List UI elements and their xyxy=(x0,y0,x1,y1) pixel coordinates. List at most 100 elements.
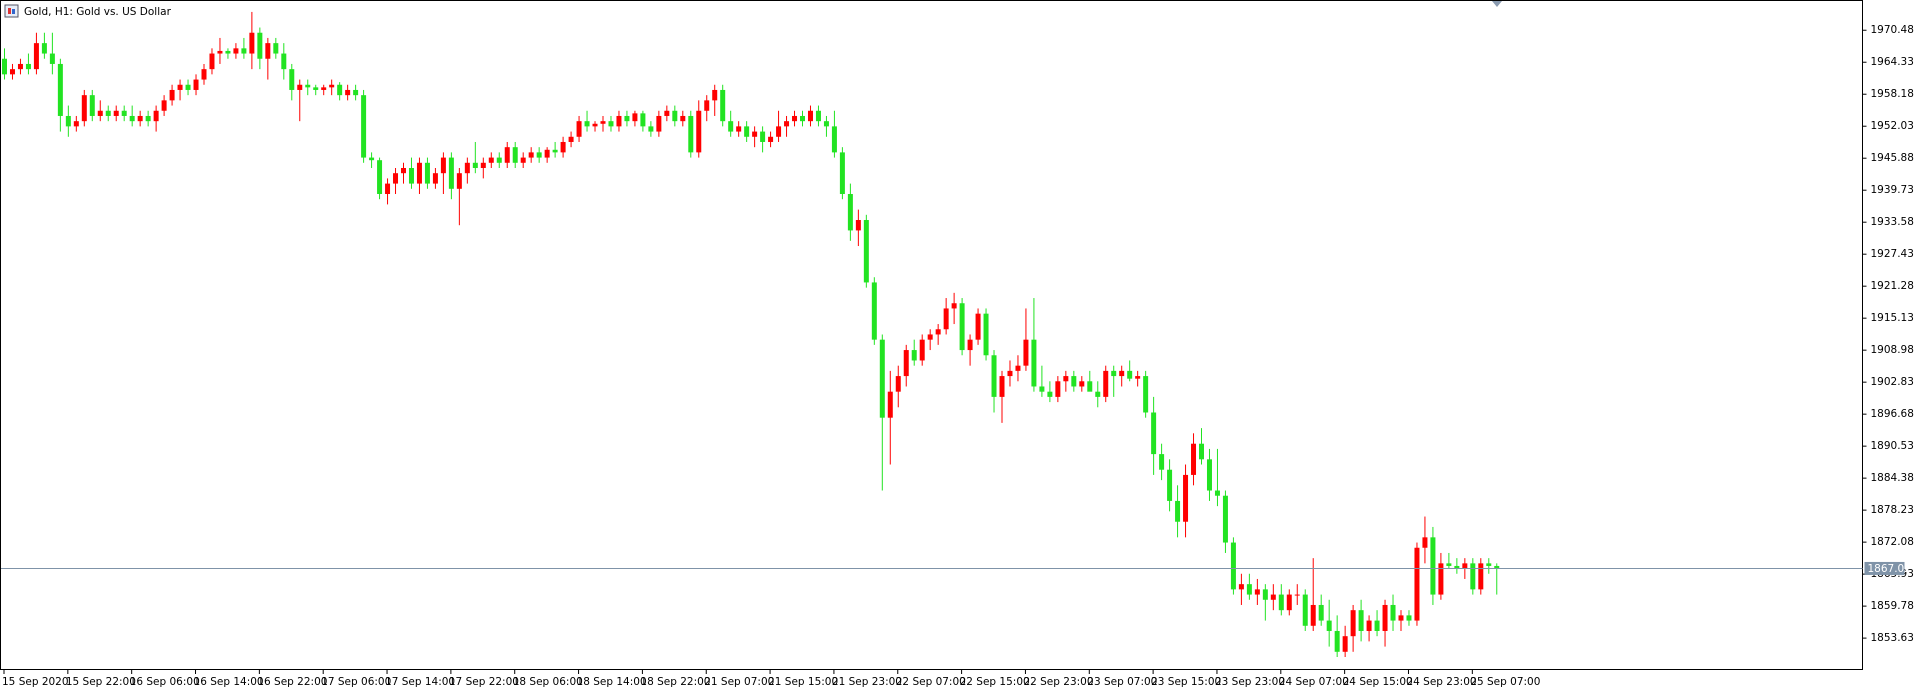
candle-body xyxy=(1031,339,1037,387)
candle-body xyxy=(776,126,782,137)
candle-body xyxy=(552,149,558,153)
candle-body xyxy=(1422,537,1428,548)
candle-body xyxy=(1199,443,1204,460)
candle-body xyxy=(1063,376,1069,382)
candle-body xyxy=(377,160,383,195)
candle-body xyxy=(1478,563,1484,590)
candle-body xyxy=(9,69,15,75)
candle-body xyxy=(361,95,367,158)
candle-body xyxy=(185,84,191,90)
candle-body xyxy=(720,89,726,122)
y-tick-label: 1927.43 xyxy=(1871,248,1914,260)
candle-body xyxy=(1326,620,1332,631)
candle-body xyxy=(512,147,518,163)
candle-body xyxy=(1238,584,1244,590)
candle-body xyxy=(528,152,534,158)
candle-body xyxy=(983,313,989,356)
candle-body xyxy=(1151,412,1157,455)
candle-body xyxy=(1103,370,1109,397)
x-tick-label: 17 Sep 14:00 xyxy=(385,676,455,688)
candle-body xyxy=(520,157,526,163)
candle-body xyxy=(1191,443,1197,475)
candle-body xyxy=(712,89,718,101)
candle-body xyxy=(424,162,430,184)
candle-body xyxy=(41,43,47,54)
y-tick-label: 1859.78 xyxy=(1871,600,1914,612)
candle-body xyxy=(1318,604,1324,621)
candle-body xyxy=(265,43,271,59)
x-tick-label: 24 Sep 15:00 xyxy=(1343,676,1413,688)
y-tick-label: 1964.33 xyxy=(1871,56,1914,68)
candle-body xyxy=(353,89,359,96)
candle-body xyxy=(1342,636,1348,652)
candle-body xyxy=(225,50,231,54)
candle-body xyxy=(991,355,997,397)
price-label: 1867.02 xyxy=(1868,563,1911,575)
candle-body xyxy=(73,121,79,127)
x-tick-label: 23 Sep 15:00 xyxy=(1151,676,1221,688)
candle-body xyxy=(536,152,542,158)
candle-body xyxy=(345,89,351,96)
candle-body xyxy=(193,79,199,90)
candle-body xyxy=(784,121,790,127)
candle-body xyxy=(25,63,31,70)
candle-body xyxy=(600,121,606,124)
candle-body xyxy=(1462,563,1468,569)
candle-body xyxy=(1111,370,1117,377)
candle-body xyxy=(1430,537,1436,595)
candle-body xyxy=(895,376,901,392)
y-tick-label: 1952.03 xyxy=(1871,120,1914,132)
candle-body xyxy=(919,339,925,361)
candle-body xyxy=(297,84,303,90)
candle-body xyxy=(664,110,670,116)
y-tick-label: 1896.68 xyxy=(1871,408,1914,420)
candle-body xyxy=(1334,630,1340,652)
x-tick-label: 25 Sep 07:00 xyxy=(1470,676,1540,688)
y-tick-label: 1902.83 xyxy=(1871,376,1914,388)
candle-body xyxy=(1366,620,1372,631)
candle-body xyxy=(871,282,877,340)
candle-body xyxy=(1278,594,1284,611)
x-tick-label: 22 Sep 07:00 xyxy=(896,676,966,688)
candle-body xyxy=(480,162,486,168)
candle-body xyxy=(967,339,973,351)
candle-body xyxy=(648,126,654,132)
candle-body xyxy=(927,334,933,340)
candle-body xyxy=(129,115,135,122)
candle-body xyxy=(241,48,247,54)
x-tick-label: 15 Sep 2020 xyxy=(2,676,69,688)
x-tick-label: 21 Sep 23:00 xyxy=(832,676,902,688)
candle-body xyxy=(496,157,502,163)
candle-body xyxy=(1446,563,1452,566)
candle-body xyxy=(448,157,454,189)
x-tick-label: 23 Sep 23:00 xyxy=(1215,676,1285,688)
candle-body xyxy=(1270,594,1276,600)
candle-body xyxy=(1262,589,1268,600)
x-tick-label: 17 Sep 06:00 xyxy=(321,676,391,688)
candle-body xyxy=(624,115,630,122)
symbol-icon-bar xyxy=(8,8,11,14)
candle-body xyxy=(305,84,311,88)
candle-body xyxy=(137,115,143,122)
candle-body xyxy=(385,183,391,195)
x-tick-label: 18 Sep 22:00 xyxy=(640,676,710,688)
x-tick-label: 17 Sep 22:00 xyxy=(449,676,519,688)
x-tick-label: 24 Sep 07:00 xyxy=(1279,676,1349,688)
candle-body xyxy=(704,100,710,111)
candle-body xyxy=(440,157,446,174)
y-tick-label: 1878.23 xyxy=(1871,504,1914,516)
candle-body xyxy=(887,391,893,418)
price-label-bg xyxy=(1864,561,1905,575)
candle-body xyxy=(1406,615,1412,621)
candle-body xyxy=(847,194,853,231)
candle-body xyxy=(959,303,965,351)
y-tick-label: 1945.88 xyxy=(1871,152,1914,164)
candle-body xyxy=(329,84,335,88)
candle-body xyxy=(1486,563,1492,566)
candle-body xyxy=(544,149,550,158)
candle-body xyxy=(201,69,207,80)
candle-body xyxy=(975,313,981,340)
y-tick-label: 1853.63 xyxy=(1871,632,1914,644)
x-tick-label: 16 Sep 14:00 xyxy=(194,676,264,688)
